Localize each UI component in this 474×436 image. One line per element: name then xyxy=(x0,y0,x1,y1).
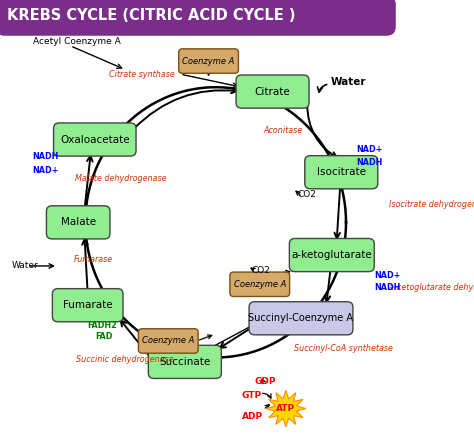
Text: NADH: NADH xyxy=(32,153,59,161)
Text: Glucose: Glucose xyxy=(27,14,64,23)
Text: Fumarase: Fumarase xyxy=(73,255,113,264)
Text: ADP: ADP xyxy=(242,412,263,421)
Text: Malate: Malate xyxy=(61,218,96,227)
FancyBboxPatch shape xyxy=(249,302,353,335)
FancyBboxPatch shape xyxy=(230,272,290,296)
Text: NADH: NADH xyxy=(374,283,401,292)
Text: Isocitrate: Isocitrate xyxy=(317,167,366,177)
Text: Isocitrate dehydrogenase: Isocitrate dehydrogenase xyxy=(389,201,474,209)
FancyBboxPatch shape xyxy=(289,238,374,272)
Text: CO2: CO2 xyxy=(298,190,317,198)
FancyBboxPatch shape xyxy=(236,75,309,108)
FancyBboxPatch shape xyxy=(138,329,198,353)
Text: a-ketoglutarate: a-ketoglutarate xyxy=(292,250,372,260)
FancyBboxPatch shape xyxy=(148,345,221,378)
Text: FAD: FAD xyxy=(95,332,112,341)
Text: Water: Water xyxy=(12,262,38,270)
Text: NADH: NADH xyxy=(356,158,383,167)
Text: Water: Water xyxy=(331,77,366,87)
FancyBboxPatch shape xyxy=(52,289,123,322)
FancyBboxPatch shape xyxy=(46,206,110,239)
FancyBboxPatch shape xyxy=(0,0,396,36)
Text: KREBS CYCLE (CITRIC ACID CYCLE ): KREBS CYCLE (CITRIC ACID CYCLE ) xyxy=(7,8,296,23)
Text: Coenzyme A: Coenzyme A xyxy=(142,337,194,345)
Text: Coenzyme A: Coenzyme A xyxy=(234,280,286,289)
Text: Fatty acids: Fatty acids xyxy=(83,14,132,23)
Text: NAD+: NAD+ xyxy=(356,145,383,153)
Text: Succinate: Succinate xyxy=(159,357,210,367)
Text: NAD+: NAD+ xyxy=(32,166,59,174)
Text: Aconitase: Aconitase xyxy=(264,126,303,135)
Text: FADH2: FADH2 xyxy=(88,321,118,330)
Text: Acetyl Coenzyme A: Acetyl Coenzyme A xyxy=(33,37,121,46)
Text: Citrate synthase: Citrate synthase xyxy=(109,70,175,78)
Polygon shape xyxy=(266,390,306,427)
Text: GDP: GDP xyxy=(255,377,276,386)
FancyBboxPatch shape xyxy=(179,49,238,73)
Text: Fumarate: Fumarate xyxy=(63,300,112,310)
Text: Citrate: Citrate xyxy=(255,87,291,96)
FancyBboxPatch shape xyxy=(54,123,136,156)
Text: ATP: ATP xyxy=(276,404,295,413)
FancyBboxPatch shape xyxy=(305,156,378,189)
Text: Oxaloacetate: Oxaloacetate xyxy=(60,135,129,144)
Text: Succinyl-Coenzyme A: Succinyl-Coenzyme A xyxy=(248,313,354,323)
Text: Coenzyme A: Coenzyme A xyxy=(182,57,235,65)
Text: a-ketoglutarate dehydrogenase: a-ketoglutarate dehydrogenase xyxy=(389,283,474,292)
Text: Succinyl-CoA synthetase: Succinyl-CoA synthetase xyxy=(294,344,393,353)
Text: CO2: CO2 xyxy=(251,266,270,275)
Text: Malate dehydrogenase: Malate dehydrogenase xyxy=(75,174,167,183)
Text: GTP: GTP xyxy=(242,391,262,400)
Text: NAD+: NAD+ xyxy=(374,271,401,280)
Text: Succinic dehydrogenase: Succinic dehydrogenase xyxy=(76,355,173,364)
